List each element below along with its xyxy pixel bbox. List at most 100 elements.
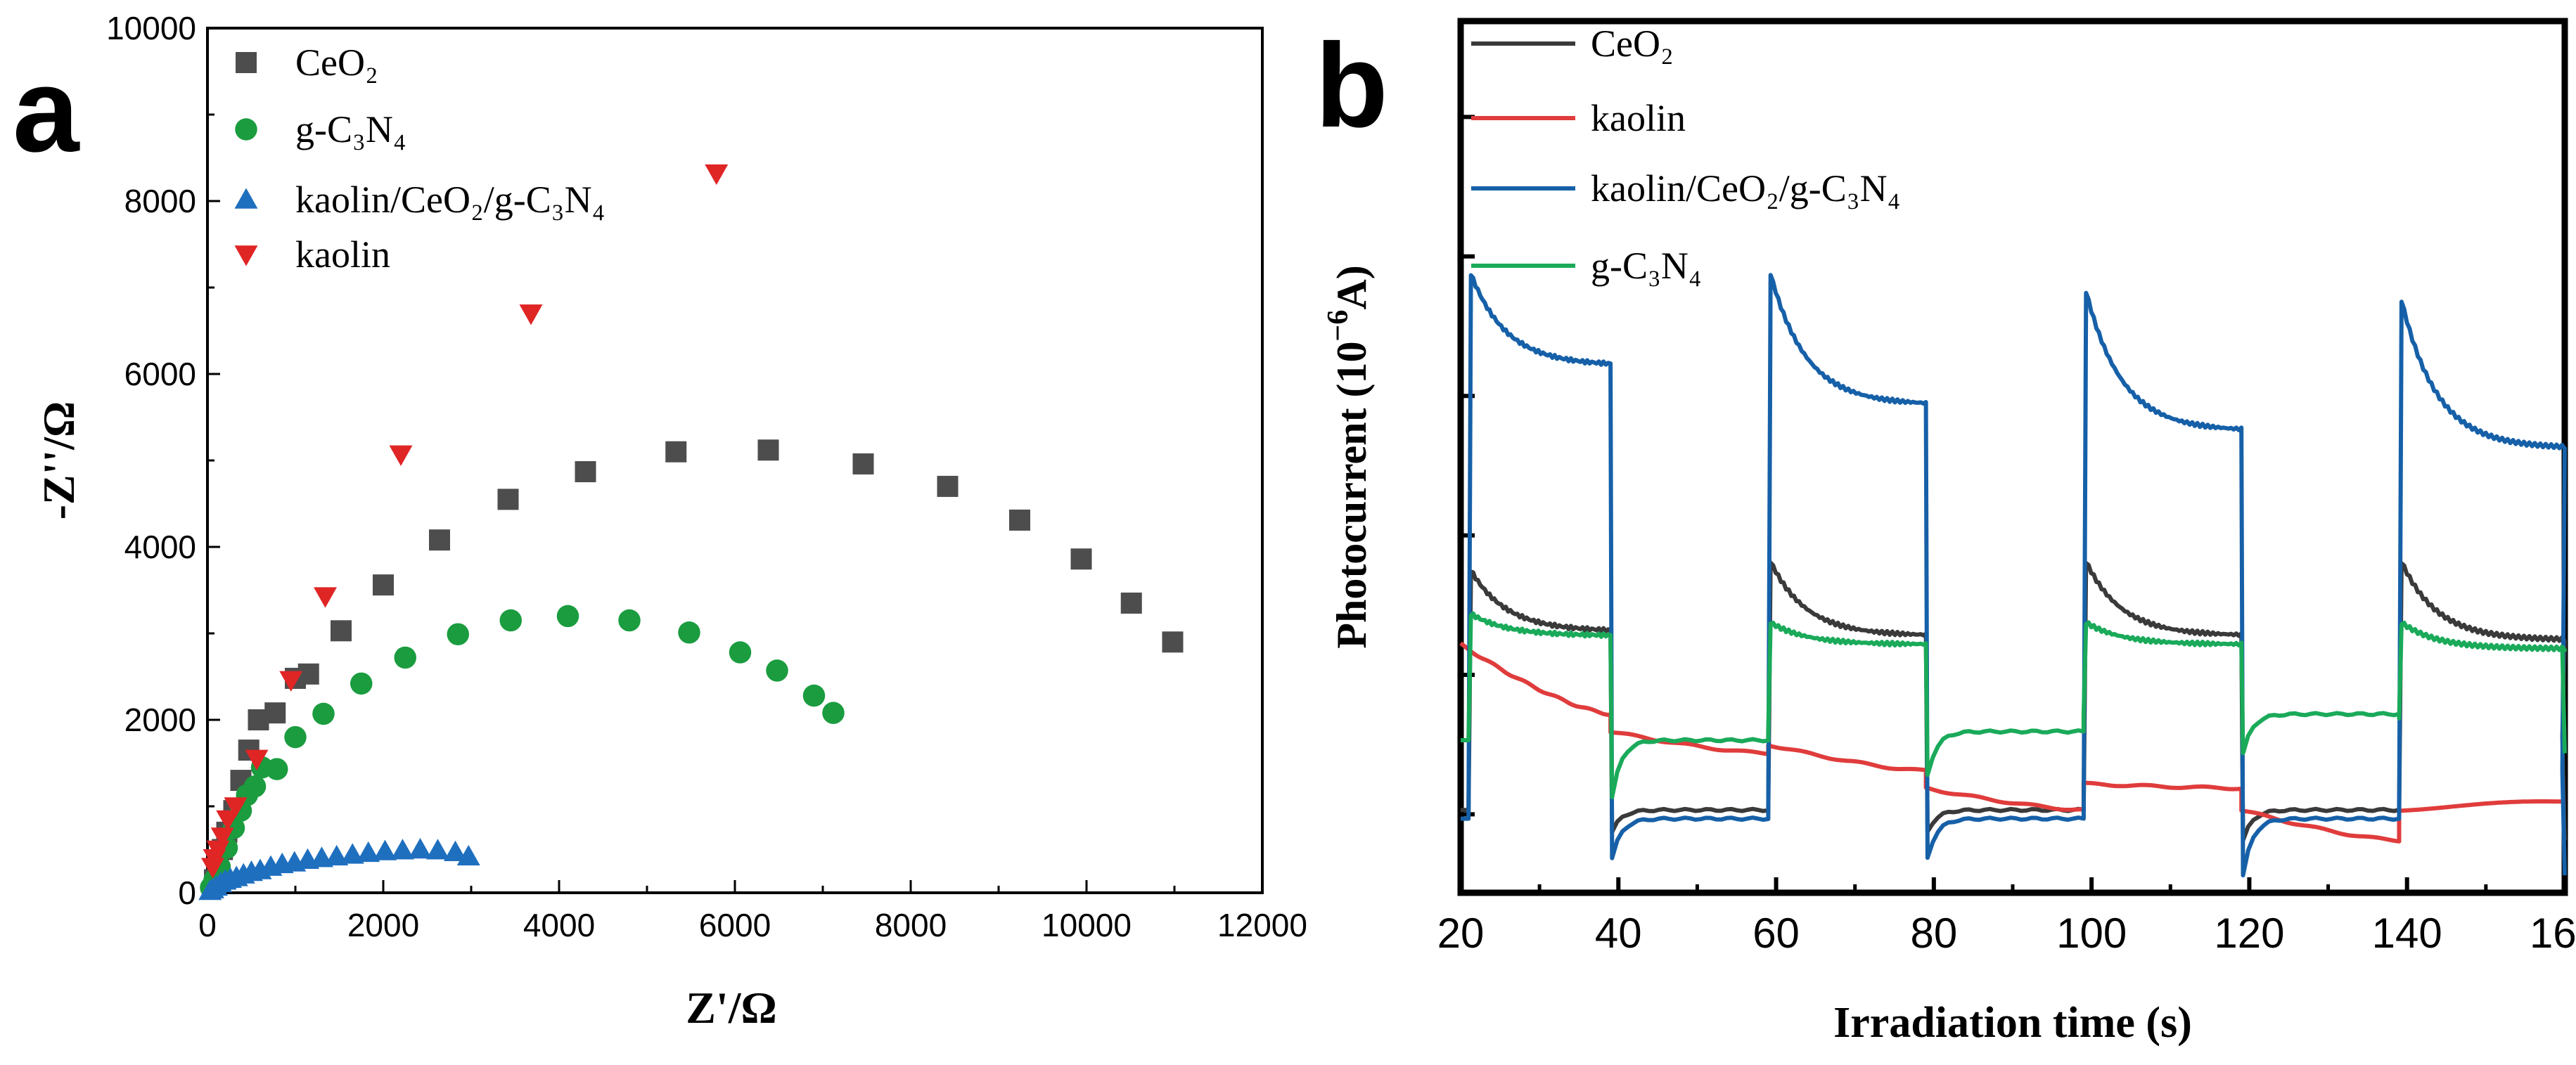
data-point (822, 702, 845, 724)
data-point (497, 489, 519, 510)
x-tick-label: 140 (2372, 910, 2442, 957)
data-point (729, 641, 752, 664)
x-tick-label: 0 (198, 907, 217, 943)
x-tick-label: 60 (1752, 910, 1800, 957)
x-tick-label: 8000 (875, 907, 947, 943)
panel-b-y-axis-label-unit: A) (1328, 265, 1375, 309)
x-tick-label: 100 (2056, 910, 2127, 957)
legend-label: g-C₃N₄ (295, 108, 406, 150)
panel-b-y-axis-label-main: Photocurrent (10 (1328, 342, 1375, 649)
data-point (447, 623, 469, 645)
legend-label: CeO₂ (1591, 22, 1674, 65)
data-point (201, 858, 224, 879)
data-point (766, 659, 788, 682)
legend-label: kaolin/CeO₂/g-C₃N₄ (1591, 167, 1900, 209)
data-point (284, 725, 307, 749)
panel-a-plot-frame (206, 27, 1264, 894)
data-point (937, 475, 959, 497)
data-point (350, 672, 373, 695)
data-point (456, 844, 480, 866)
x-tick-label: 120 (2214, 910, 2284, 957)
data-point (389, 445, 413, 466)
y-tick-label: 4000 (124, 529, 196, 565)
panel-a-y-axis-label: -Z''/Ω (34, 401, 84, 520)
legend-label: kaolin (295, 233, 390, 276)
legend-marker (234, 245, 258, 266)
series-g-C3N4 (200, 605, 845, 899)
panel-a-x-axis-label: Z'/Ω (686, 983, 777, 1033)
data-point (357, 841, 380, 863)
data-point (1009, 509, 1030, 531)
series-kaolin/CeO2/g-C3N4 (198, 838, 480, 901)
panel-b-x-axis-label: Irradiation time (s) (1833, 999, 2192, 1047)
data-point (325, 844, 349, 866)
data-point (243, 775, 267, 798)
data-point (297, 663, 319, 685)
data-point (314, 587, 337, 608)
data-point (665, 441, 687, 463)
x-tick-label: 2000 (347, 907, 419, 943)
data-point (444, 840, 467, 861)
legend-marker (234, 188, 258, 209)
legend-marker (236, 52, 257, 73)
data-point (264, 702, 286, 724)
data-point (429, 529, 450, 551)
data-point (426, 839, 449, 860)
series-CeO2 (204, 439, 1184, 891)
data-point (575, 460, 596, 482)
panel-a-eis-plot: a 0 2000 4000 6000 8000 10000 12000 0 2000 4000 60… (13, 10, 1307, 1033)
data-point (373, 574, 394, 596)
data-point (757, 439, 779, 461)
data-point (279, 671, 303, 692)
y-tick-label: 2000 (124, 702, 196, 738)
data-point (391, 839, 414, 860)
data-point (331, 620, 352, 642)
data-point (266, 758, 288, 780)
legend-label: kaolin (1591, 97, 1686, 139)
panel-a-label: a (13, 44, 80, 177)
data-point (1070, 548, 1092, 570)
data-point (373, 839, 397, 860)
legend-label: CeO₂ (295, 41, 378, 84)
series-line-CeO2 (1461, 560, 2567, 843)
x-tick-label: 160 (2530, 910, 2576, 957)
data-point (618, 609, 641, 632)
panel-b-lines (1459, 273, 2567, 878)
data-point (340, 843, 364, 864)
y-tick-label: 10000 (106, 10, 196, 46)
data-point (409, 838, 432, 859)
legend-marker (235, 118, 257, 141)
y-tick-label: 6000 (124, 356, 196, 392)
x-tick-label: 80 (1910, 910, 1957, 957)
x-tick-label: 10000 (1042, 907, 1132, 943)
legend-label: g-C₃N₄ (1591, 245, 1702, 287)
panel-a-markers (198, 164, 1184, 901)
x-tick-label: 20 (1437, 910, 1485, 957)
data-point (1162, 631, 1184, 653)
data-point (678, 621, 700, 644)
data-point (224, 797, 248, 818)
data-point (245, 749, 269, 770)
data-point (556, 605, 579, 628)
panel-a-legend: CeO₂ g-C₃N₄ kaolin/CeO₂/g-C₃N₄ kaolin (234, 41, 605, 276)
data-point (206, 840, 230, 861)
panel-b-y-axis-label: Photocurrent (10−6A) (1322, 265, 1375, 648)
series-line-g-C3N4 (1461, 611, 2567, 799)
y-tick-label: 0 (178, 874, 196, 911)
series-line-kaolin (1459, 641, 2565, 844)
data-point (210, 827, 234, 848)
panel-b-ticks: 20 40 60 80 100 120 140 160 (1437, 115, 2576, 957)
x-tick-label: 6000 (699, 907, 771, 943)
y-tick-label: 8000 (124, 183, 196, 219)
data-point (802, 684, 826, 707)
panel-b-label: b (1315, 19, 1388, 153)
panel-b-photocurrent-plot: b 20 40 60 80 100 120 140 160 CeO₂ kaolin kaolin/… (1315, 18, 2576, 1047)
data-point (1120, 592, 1142, 614)
data-point (705, 164, 729, 186)
legend-label: kaolin/CeO₂/g-C₃N₄ (295, 179, 605, 221)
x-tick-label: 12000 (1217, 907, 1307, 943)
panel-b-legend: CeO₂ kaolin kaolin/CeO₂/g-C₃N₄ g-C₃N₄ (1471, 22, 1900, 287)
panel-a-ticks: 0 2000 4000 6000 8000 10000 12000 0 2000 4000 6000… (106, 10, 1307, 943)
x-tick-label: 4000 (523, 907, 595, 943)
